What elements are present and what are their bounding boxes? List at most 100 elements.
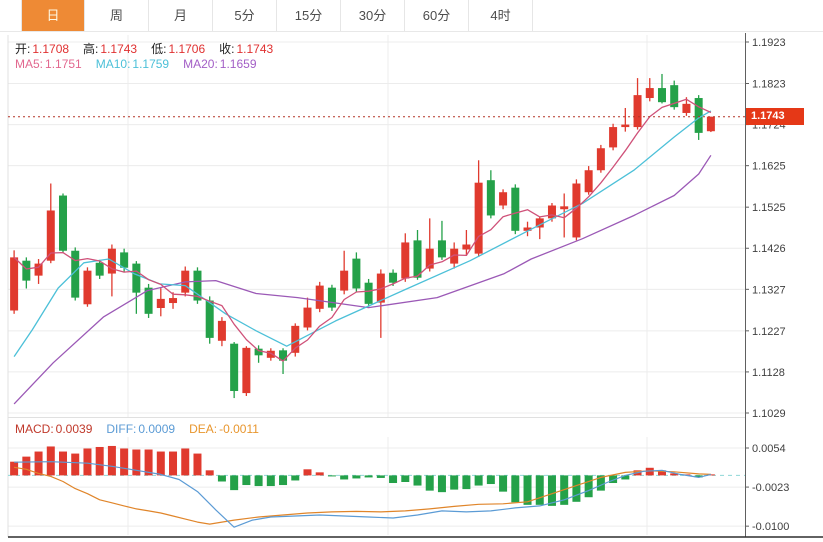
macd-bar bbox=[596, 475, 605, 491]
candle-body bbox=[242, 347, 251, 394]
candle-body bbox=[120, 252, 129, 268]
tab-month[interactable]: 月 bbox=[149, 0, 213, 31]
macd-bar bbox=[254, 475, 263, 487]
candle-body bbox=[621, 124, 630, 128]
candle-body bbox=[340, 270, 349, 291]
candle-body bbox=[706, 116, 715, 132]
macd-bar bbox=[327, 475, 336, 477]
macd-bar bbox=[120, 448, 129, 476]
candle-body bbox=[95, 262, 104, 276]
candle-body bbox=[46, 210, 55, 261]
axis-label: -0.0023 bbox=[752, 482, 789, 494]
candles-layer bbox=[10, 73, 715, 399]
macd-bar bbox=[132, 449, 141, 476]
candle-body bbox=[205, 300, 214, 338]
tab-5min[interactable]: 5分 bbox=[213, 0, 277, 31]
current-price-tag: 1.1743 bbox=[746, 108, 804, 125]
candle-body bbox=[71, 250, 80, 298]
candle-body bbox=[584, 170, 593, 193]
axis-labels-layer: 1.19231.18231.17241.16251.15251.14261.13… bbox=[745, 37, 789, 533]
macd-bar bbox=[291, 475, 300, 481]
axis-label: 0.0054 bbox=[752, 443, 786, 455]
macd-bar bbox=[621, 475, 630, 480]
macd-bar bbox=[217, 475, 226, 482]
candle-body bbox=[499, 192, 508, 206]
candle-body bbox=[59, 195, 68, 251]
ma20-line bbox=[13, 154, 712, 405]
macd-bar bbox=[303, 469, 312, 476]
macd-bar bbox=[401, 475, 410, 482]
axis-label: 1.1426 bbox=[752, 243, 786, 255]
candle-body bbox=[352, 258, 361, 289]
macd-bar bbox=[181, 448, 190, 476]
ma10-line bbox=[13, 110, 712, 357]
candle-body bbox=[401, 242, 410, 279]
macd-bar bbox=[352, 475, 361, 479]
candle-body bbox=[694, 98, 703, 133]
macd-bar bbox=[584, 475, 593, 498]
macd-bar bbox=[389, 475, 398, 484]
axis-label: 1.1029 bbox=[752, 408, 786, 420]
macd-bar bbox=[266, 475, 275, 487]
tab-day[interactable]: 日 bbox=[21, 0, 85, 31]
macd-bar bbox=[425, 475, 434, 491]
macd-bar bbox=[230, 475, 239, 491]
macd-bar bbox=[83, 448, 92, 476]
candle-body bbox=[523, 227, 532, 231]
candle-body bbox=[327, 287, 336, 308]
candle-body bbox=[596, 148, 605, 171]
candle-body bbox=[364, 282, 373, 304]
timeframe-tabbar: 日周月 5分 15分 30分 60分 4时 bbox=[0, 0, 823, 32]
candle-body bbox=[217, 320, 226, 341]
candle-body bbox=[609, 127, 618, 148]
candle-body bbox=[437, 240, 446, 258]
axis-label: 1.1525 bbox=[752, 202, 786, 214]
macd-bar bbox=[499, 475, 508, 492]
macd-bar bbox=[10, 461, 19, 476]
grid-layer bbox=[7, 35, 745, 537]
candle-body bbox=[462, 244, 471, 250]
tab-15min[interactable]: 15分 bbox=[277, 0, 341, 31]
candle-body bbox=[511, 187, 520, 231]
macd-bar bbox=[413, 475, 422, 486]
candle-body bbox=[547, 205, 556, 219]
candle-body bbox=[389, 272, 398, 283]
candle-body bbox=[144, 287, 153, 314]
tab-30min[interactable]: 30分 bbox=[341, 0, 405, 31]
macd-bar bbox=[462, 475, 471, 490]
macd-bar bbox=[279, 475, 288, 486]
macd-bar bbox=[645, 467, 654, 476]
tab-60min[interactable]: 60分 bbox=[405, 0, 469, 31]
macd-bar bbox=[169, 451, 178, 476]
axis-label: 1.1923 bbox=[752, 37, 786, 49]
candle-body bbox=[413, 240, 422, 278]
candle-body bbox=[193, 270, 202, 301]
macd-bar bbox=[46, 446, 55, 476]
macd-bar bbox=[364, 475, 373, 478]
ma5-line bbox=[13, 98, 712, 362]
macd-bar bbox=[657, 470, 666, 476]
ma-lines-layer bbox=[13, 98, 712, 405]
macd-bar bbox=[193, 453, 202, 476]
macd-bar bbox=[71, 453, 80, 476]
macd-bar bbox=[511, 475, 520, 503]
macd-bar bbox=[340, 475, 349, 480]
candle-body bbox=[560, 206, 569, 210]
candle-body bbox=[22, 260, 31, 281]
macd-bar bbox=[156, 451, 165, 476]
macd-bar bbox=[670, 473, 679, 476]
axis-label: 1.1227 bbox=[752, 326, 786, 338]
candle-body bbox=[266, 350, 275, 358]
candle-body bbox=[633, 95, 642, 128]
macd-bar bbox=[694, 475, 703, 478]
candle-body bbox=[34, 263, 43, 276]
candle-body bbox=[535, 218, 544, 228]
candle-body bbox=[291, 325, 300, 353]
tab-4hour[interactable]: 4时 bbox=[469, 0, 533, 31]
candle-body bbox=[230, 343, 239, 392]
candle-body bbox=[670, 85, 679, 108]
candle-body bbox=[315, 285, 324, 309]
axis-label: -0.0100 bbox=[752, 521, 789, 533]
tab-week[interactable]: 周 bbox=[85, 0, 149, 31]
